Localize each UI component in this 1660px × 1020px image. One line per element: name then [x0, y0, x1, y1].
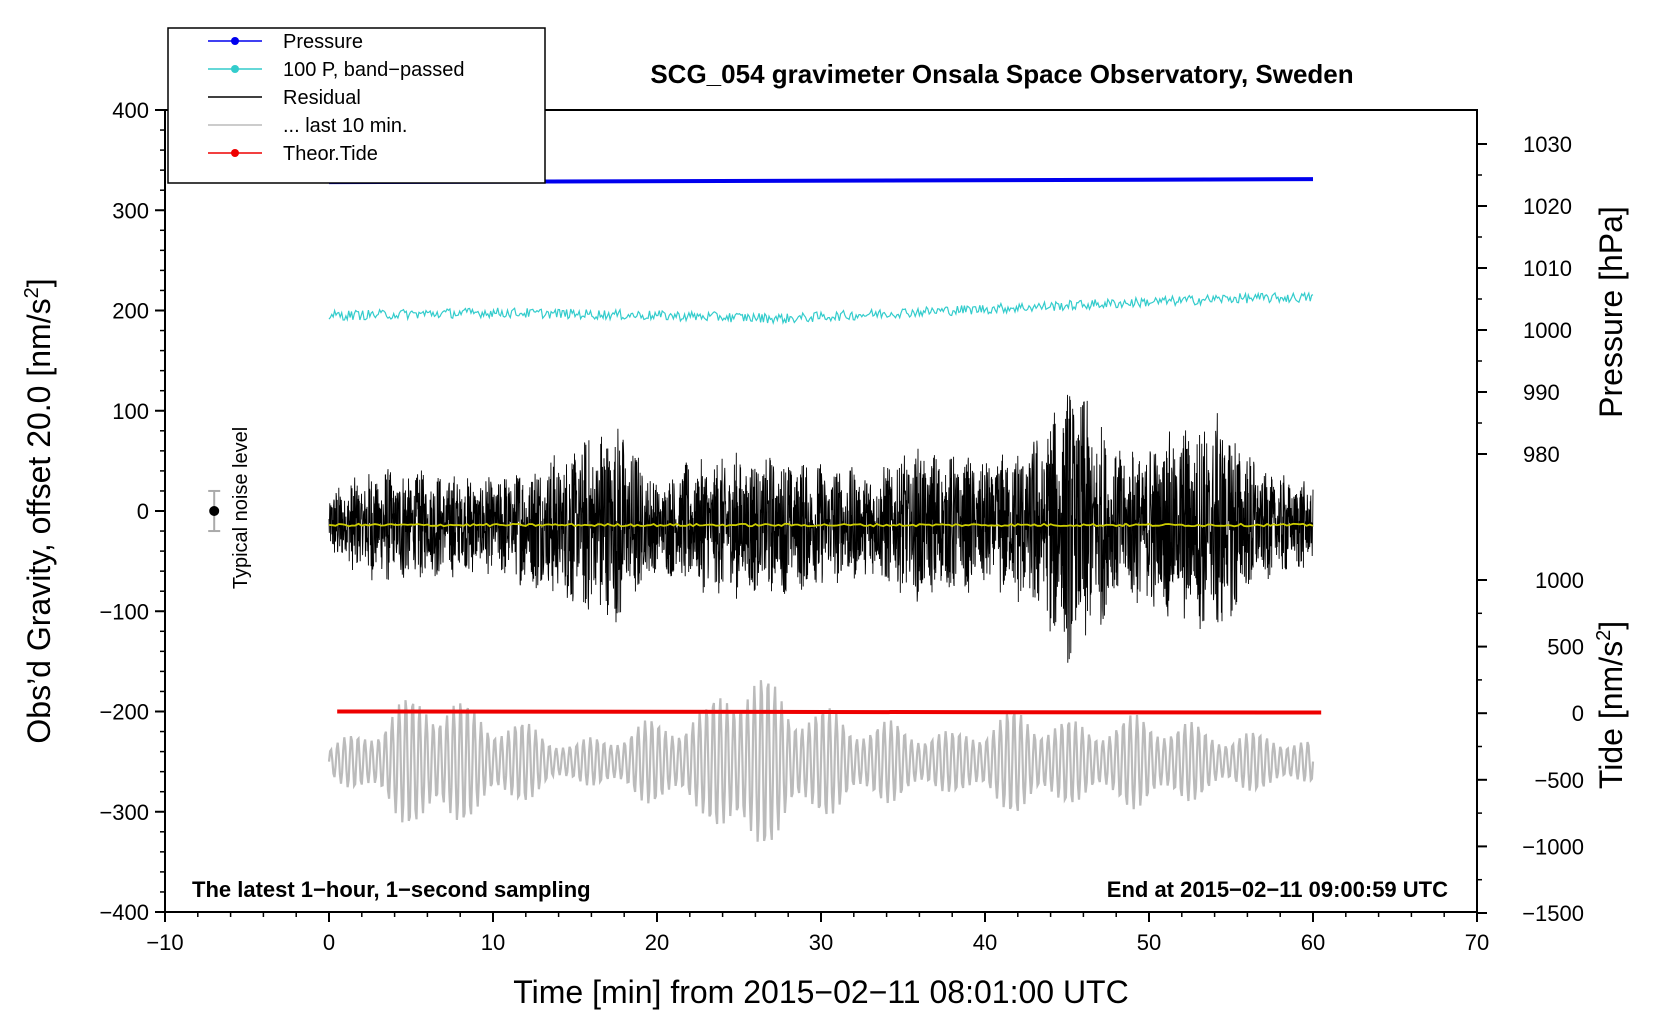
series-pressure-bandpassed [328, 291, 1314, 326]
tide-axis-label: Tide [nm/s2] [1593, 621, 1629, 789]
tide-axis-label-sup: 2 [1593, 630, 1615, 641]
x-tick-label: 70 [1465, 930, 1489, 955]
y-axis-label-text: Obs’d Gravity, offset 20.0 [nm/s [21, 298, 57, 743]
x-tick-label: 40 [973, 930, 997, 955]
x-tick-label: 60 [1301, 930, 1325, 955]
tide-tick-label: −1000 [1522, 834, 1584, 859]
noise-dot [209, 506, 220, 516]
pressure-tick-label: 1000 [1523, 318, 1572, 343]
pressure-tick-label: 980 [1523, 442, 1560, 467]
x-axis: −10 0 10 20 30 40 50 60 70 [146, 912, 1489, 955]
legend: Pressure 100 P, band−passed Residual ... la… [167, 27, 546, 184]
y-tick-label: −200 [99, 700, 149, 725]
x-tick-label: 10 [481, 930, 505, 955]
chart-title: SCG_054 gravimeter Onsala Space Observat… [650, 59, 1353, 89]
legend-label: ... last 10 min. [283, 115, 408, 137]
x-tick-label: −10 [146, 930, 183, 955]
legend-marker [231, 37, 239, 45]
y-tick-label: −100 [99, 599, 149, 624]
legend-marker [231, 149, 239, 157]
series-residual-mean [328, 522, 1314, 528]
y-tick-label: 300 [112, 198, 149, 223]
y-axis-tide: 1000 500 0 −500 −1000 −1500 [1477, 568, 1584, 926]
legend-box [167, 27, 546, 184]
x-tick-label: 30 [809, 930, 833, 955]
series-last-10-min [327, 680, 1315, 842]
series-residual [328, 394, 1314, 663]
legend-label: 100 P, band−passed [283, 59, 464, 81]
tide-tick-label: −1500 [1522, 901, 1584, 926]
x-axis-label: Time [min] from 2015−02−11 08:01:00 UTC [513, 974, 1128, 1010]
y-axis-left: 400 300 200 100 0 −100 −200 −300 −400 [99, 98, 165, 925]
pressure-tick-label: 1010 [1523, 256, 1572, 281]
y-axis-label-sup: 2 [21, 287, 43, 298]
pressure-axis-label: Pressure [hPa] [1593, 206, 1629, 418]
tide-tick-label: 1000 [1535, 568, 1584, 593]
y-tick-label: 200 [112, 299, 149, 324]
y-tick-label: −300 [99, 800, 149, 825]
noise-indicator [208, 489, 221, 533]
y-axis-label-end: ] [21, 278, 57, 287]
legend-label: Theor.Tide [283, 143, 378, 165]
y-tick-label: −400 [99, 900, 149, 925]
tide-axis-label-text: Tide [nm/s [1593, 641, 1629, 789]
tide-tick-label: 500 [1547, 635, 1584, 660]
y-tick-label: 400 [112, 98, 149, 123]
x-tick-label: 0 [323, 930, 335, 955]
series-layer [327, 177, 1322, 842]
x-tick-label: 50 [1137, 930, 1161, 955]
legend-marker [231, 65, 239, 73]
pressure-tick-label: 990 [1523, 380, 1560, 405]
tide-axis-label-end: ] [1593, 621, 1629, 630]
legend-label: Pressure [283, 31, 363, 53]
pressure-tick-label: 1020 [1523, 194, 1572, 219]
noise-label: Typical noise level [230, 427, 252, 589]
series-theor-tide [337, 709, 1322, 715]
tide-tick-label: −500 [1534, 768, 1584, 793]
y-axis-pressure: 1030 1020 1010 1000 990 980 [1477, 132, 1572, 467]
annotation-right: End at 2015−02−11 09:00:59 UTC [1107, 877, 1448, 902]
pressure-tick-label: 1030 [1523, 132, 1572, 157]
y-tick-label: 0 [137, 499, 149, 524]
y-tick-label: 100 [112, 399, 149, 424]
tide-tick-label: 0 [1572, 701, 1584, 726]
annotation-left: The latest 1−hour, 1−second sampling [192, 877, 591, 902]
y-axis-label: Obs’d Gravity, offset 20.0 [nm/s2] [21, 278, 57, 743]
legend-label: Residual [283, 87, 361, 109]
x-tick-label: 20 [645, 930, 669, 955]
